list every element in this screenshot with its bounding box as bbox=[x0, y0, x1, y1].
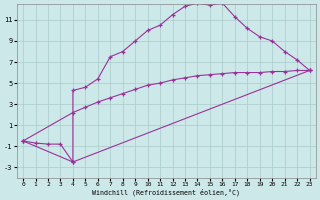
X-axis label: Windchill (Refroidissement éolien,°C): Windchill (Refroidissement éolien,°C) bbox=[92, 188, 240, 196]
